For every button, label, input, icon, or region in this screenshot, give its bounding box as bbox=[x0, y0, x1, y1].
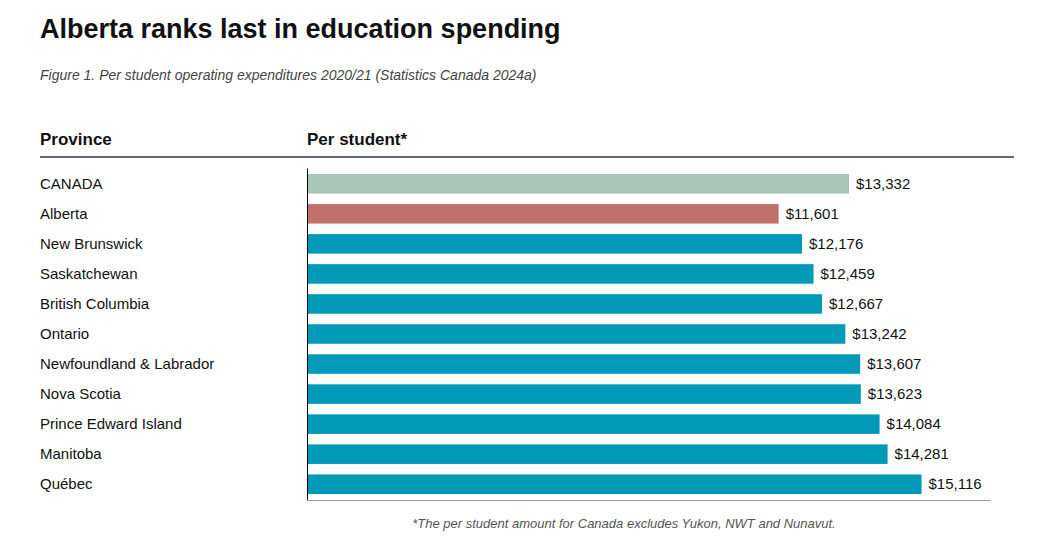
bar bbox=[307, 384, 861, 404]
bar bbox=[307, 294, 822, 314]
y-tick-label: Ontario bbox=[40, 325, 89, 342]
y-tick: New Brunswick bbox=[40, 235, 143, 252]
y-tick: Newfoundland & Labrador bbox=[40, 355, 214, 372]
bar bbox=[307, 474, 922, 494]
data-label: $13,623 bbox=[868, 385, 922, 402]
y-tick-label: Prince Edward Island bbox=[40, 415, 182, 432]
bar bbox=[307, 174, 849, 194]
y-axis-title: Province bbox=[40, 130, 112, 149]
y-tick: Manitoba bbox=[40, 445, 102, 462]
y-tick: CANADA bbox=[40, 175, 103, 192]
x-axis-line bbox=[308, 500, 991, 501]
subtitle: Figure 1. Per student operating expendit… bbox=[40, 67, 537, 83]
x-axis-title: Per student* bbox=[307, 130, 408, 149]
y-tick-label: Manitoba bbox=[40, 445, 102, 462]
y-tick-label: Nova Scotia bbox=[40, 385, 122, 402]
y-tick: Saskatchewan bbox=[40, 265, 138, 282]
bar bbox=[307, 414, 880, 434]
y-tick: Alberta bbox=[40, 205, 88, 222]
y-axis-line bbox=[307, 169, 308, 501]
title: Alberta ranks last in education spending bbox=[40, 14, 561, 44]
data-label: $13,332 bbox=[856, 175, 910, 192]
bars bbox=[307, 174, 922, 494]
data-label: $13,607 bbox=[867, 355, 921, 372]
bar bbox=[307, 354, 860, 374]
footnote: *The per student amount for Canada exclu… bbox=[412, 516, 835, 531]
data-labels: $13,332 $11,601 $12,176 $12,459 $12,667 $13,2… bbox=[786, 175, 982, 492]
y-tick: Ontario bbox=[40, 325, 89, 342]
y-tick-label: Alberta bbox=[40, 205, 88, 222]
y-tick-label: Saskatchewan bbox=[40, 265, 138, 282]
y-tick: Nova Scotia bbox=[40, 385, 122, 402]
y-tick: Prince Edward Island bbox=[40, 415, 182, 432]
y-tick: Québec bbox=[40, 475, 93, 492]
data-label: $13,242 bbox=[852, 325, 906, 342]
y-axis: CANADA Alberta New Brunswick Saskatchewan Br… bbox=[40, 169, 308, 501]
data-label: $12,176 bbox=[809, 235, 863, 252]
bar bbox=[307, 234, 802, 254]
data-label: $15,116 bbox=[929, 475, 982, 492]
y-tick-label: New Brunswick bbox=[40, 235, 143, 252]
data-label: $14,084 bbox=[887, 415, 941, 432]
chart: Alberta ranks last in education spending… bbox=[0, 0, 1040, 543]
data-label: $14,281 bbox=[895, 445, 949, 462]
y-tick-label: Québec bbox=[40, 475, 93, 492]
y-tick: British Columbia bbox=[40, 295, 150, 312]
data-label: $12,459 bbox=[821, 265, 875, 282]
y-tick-label: British Columbia bbox=[40, 295, 150, 312]
bar bbox=[307, 324, 845, 344]
bar bbox=[307, 204, 779, 224]
y-tick-label: CANADA bbox=[40, 175, 103, 192]
data-label: $12,667 bbox=[829, 295, 883, 312]
data-label: $11,601 bbox=[786, 205, 839, 222]
x-axis bbox=[308, 500, 991, 501]
bar bbox=[307, 264, 814, 284]
header-rule bbox=[40, 156, 1014, 158]
bar bbox=[307, 444, 888, 464]
y-tick-label: Newfoundland & Labrador bbox=[40, 355, 214, 372]
